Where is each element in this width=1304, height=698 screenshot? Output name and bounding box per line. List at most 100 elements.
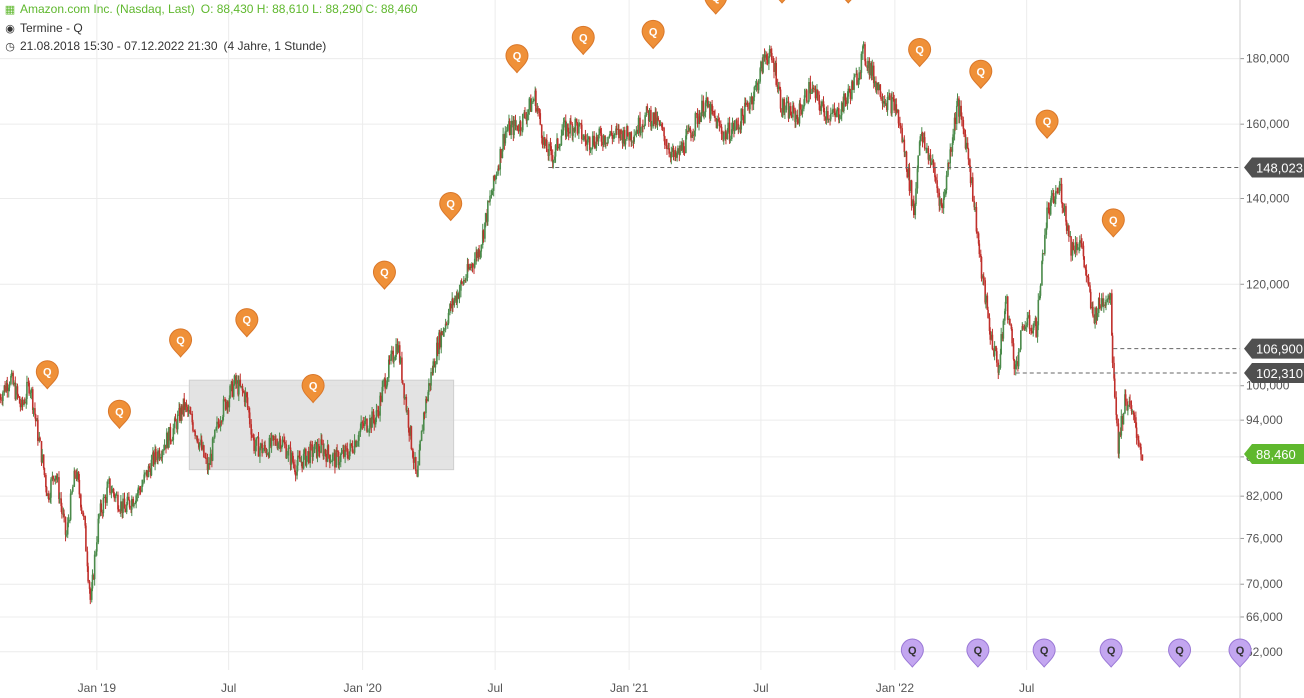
q-future-marker-label: Q <box>1236 645 1245 657</box>
candle-body <box>1122 413 1125 425</box>
candle-body <box>899 125 902 129</box>
candle-body <box>1080 240 1083 244</box>
candle-body <box>1135 417 1137 428</box>
candle-body <box>136 493 139 496</box>
y-tick-label: 120,000 <box>1246 277 1290 291</box>
candle-body <box>47 493 50 500</box>
candle-body <box>860 53 863 73</box>
candle-body <box>630 132 633 142</box>
q-event-marker-shape <box>571 25 595 56</box>
candle-body <box>1084 267 1087 270</box>
candle-body <box>1094 307 1096 324</box>
candle-body <box>560 135 563 146</box>
candle-body <box>6 383 9 392</box>
candle-body <box>350 443 353 446</box>
candle-body <box>179 407 181 421</box>
instrument-header: ▦ Amazon.com Inc. (Nasdaq, Last) O: 88,430… <box>4 2 418 16</box>
candle-body <box>947 162 950 164</box>
candle-body <box>851 81 853 99</box>
candle-body <box>259 443 262 449</box>
candle-body <box>720 126 722 128</box>
candle-body <box>1140 446 1142 455</box>
candle-body <box>54 475 57 481</box>
candle-body <box>578 123 581 125</box>
q-future-marker-shape <box>1032 638 1056 668</box>
candle-body <box>960 105 962 117</box>
candle-body <box>128 496 130 501</box>
candle-body <box>1098 297 1101 306</box>
candle-body <box>318 451 321 453</box>
candle-body <box>189 413 192 415</box>
y-axis: 62,00066,00070,00076,00082,00088,00094,0… <box>1239 0 1290 698</box>
candle-body <box>419 440 421 450</box>
candle-body <box>831 112 834 114</box>
candle-body <box>679 145 681 155</box>
candle-body <box>163 449 165 451</box>
candle-body <box>327 445 330 455</box>
candle-body <box>1092 306 1094 316</box>
candle-body <box>653 112 655 125</box>
candle-body <box>749 102 751 110</box>
candle-body <box>519 121 522 131</box>
candle-body <box>469 267 472 269</box>
candle-body <box>231 381 234 397</box>
candle-body <box>250 424 253 435</box>
candle-body <box>1087 277 1090 286</box>
candle-body <box>691 134 694 138</box>
candle-body <box>798 103 801 124</box>
candle-body <box>854 74 856 78</box>
candle-body <box>814 88 817 99</box>
candle-body <box>698 116 701 122</box>
candle-body <box>744 102 746 124</box>
candle-body <box>329 460 332 463</box>
candle-body <box>478 249 480 258</box>
candle-body <box>615 128 618 130</box>
candle-body <box>892 97 895 99</box>
q-future-marker-label: Q <box>1107 645 1116 657</box>
candle-body <box>266 453 269 455</box>
candle-body <box>18 396 21 404</box>
candle-body <box>23 402 25 405</box>
candle-body <box>818 94 820 105</box>
candle-body <box>137 487 140 494</box>
candle-body <box>246 392 248 398</box>
candle-body <box>334 452 336 468</box>
candle-body <box>309 444 311 463</box>
candle-body <box>755 82 758 86</box>
candle-body <box>988 317 991 332</box>
candle-body <box>207 463 210 471</box>
candle-body <box>467 264 469 270</box>
candle-body <box>1113 362 1115 379</box>
q-event-marker: Q <box>439 192 463 222</box>
candle-body <box>676 152 678 158</box>
candle-body <box>487 201 489 222</box>
candle-body <box>784 109 786 113</box>
candle-body <box>962 119 965 129</box>
candle-body <box>130 498 133 510</box>
q-future-marker-shape <box>1168 638 1192 668</box>
candle-body <box>377 411 380 416</box>
date-range-info: ◷ 21.08.2018 15:30 - 07.12.2022 21:30 (4 J… <box>4 39 326 53</box>
candle-body <box>76 472 78 480</box>
candle-body <box>663 136 666 145</box>
q-event-marker-label: Q <box>176 335 185 347</box>
candle-body <box>792 105 794 118</box>
series-legend[interactable]: ◉ Termine - Q <box>4 21 83 35</box>
candle-body <box>493 175 496 180</box>
candle-body <box>67 520 70 523</box>
q-event-marker-label: Q <box>309 381 318 393</box>
candle-body <box>650 109 652 127</box>
candle-body <box>910 180 913 207</box>
candle-body <box>639 117 641 133</box>
candle-body <box>404 396 406 399</box>
candle-body <box>56 477 59 480</box>
candle-body <box>1054 191 1057 199</box>
candle-body <box>320 439 322 453</box>
candle-body <box>856 73 858 85</box>
candle-body <box>187 410 190 412</box>
candle-body <box>974 207 976 209</box>
candle-body <box>1013 359 1016 370</box>
candle-body <box>388 359 390 378</box>
candle-body <box>733 126 736 132</box>
